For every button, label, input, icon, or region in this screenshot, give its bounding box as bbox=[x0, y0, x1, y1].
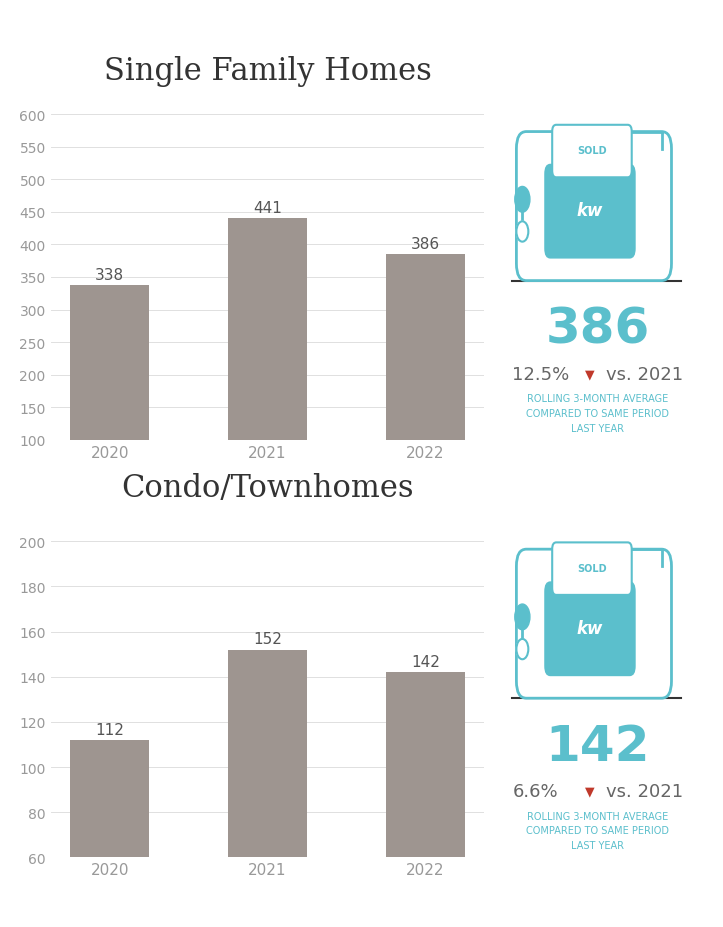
Text: 441: 441 bbox=[253, 201, 282, 216]
Text: vs. 2021: vs. 2021 bbox=[606, 365, 683, 384]
Circle shape bbox=[516, 640, 529, 659]
FancyBboxPatch shape bbox=[552, 126, 632, 178]
Title: Single Family Homes: Single Family Homes bbox=[103, 56, 432, 87]
Text: 386: 386 bbox=[411, 236, 440, 251]
Text: kw: kw bbox=[577, 619, 603, 637]
Text: kw: kw bbox=[577, 202, 603, 220]
Text: 142: 142 bbox=[411, 654, 440, 669]
Bar bbox=[70, 740, 149, 927]
Text: Sold Listings Activity: Sold Listings Activity bbox=[22, 26, 352, 54]
Bar bbox=[386, 254, 465, 505]
Circle shape bbox=[515, 604, 530, 630]
FancyBboxPatch shape bbox=[516, 550, 672, 698]
Text: 338: 338 bbox=[95, 268, 124, 283]
Text: ROLLING 3-MONTH AVERAGE
COMPARED TO SAME PERIOD
LAST YEAR: ROLLING 3-MONTH AVERAGE COMPARED TO SAME… bbox=[526, 393, 669, 433]
Bar bbox=[228, 219, 307, 505]
FancyBboxPatch shape bbox=[544, 165, 636, 260]
Text: ▼: ▼ bbox=[585, 785, 595, 798]
Bar bbox=[386, 672, 465, 927]
Text: 142: 142 bbox=[546, 722, 650, 769]
FancyBboxPatch shape bbox=[516, 133, 672, 281]
Text: 6.6%: 6.6% bbox=[513, 782, 558, 801]
Bar bbox=[228, 650, 307, 927]
Text: 152: 152 bbox=[253, 631, 282, 646]
FancyBboxPatch shape bbox=[544, 582, 636, 677]
Text: 112: 112 bbox=[95, 722, 124, 737]
Text: 386: 386 bbox=[546, 305, 650, 352]
Circle shape bbox=[515, 187, 530, 213]
Text: ROLLING 3-MONTH AVERAGE
COMPARED TO SAME PERIOD
LAST YEAR: ROLLING 3-MONTH AVERAGE COMPARED TO SAME… bbox=[526, 810, 669, 850]
Text: vs. 2021: vs. 2021 bbox=[606, 782, 683, 801]
Text: 12.5%: 12.5% bbox=[513, 365, 570, 384]
Text: SOLD: SOLD bbox=[577, 564, 607, 573]
Text: SOLD: SOLD bbox=[577, 146, 607, 156]
Bar bbox=[70, 286, 149, 505]
Title: Condo/Townhomes: Condo/Townhomes bbox=[121, 473, 414, 504]
Text: ▼: ▼ bbox=[585, 368, 595, 381]
FancyBboxPatch shape bbox=[552, 543, 632, 595]
Circle shape bbox=[516, 222, 529, 242]
